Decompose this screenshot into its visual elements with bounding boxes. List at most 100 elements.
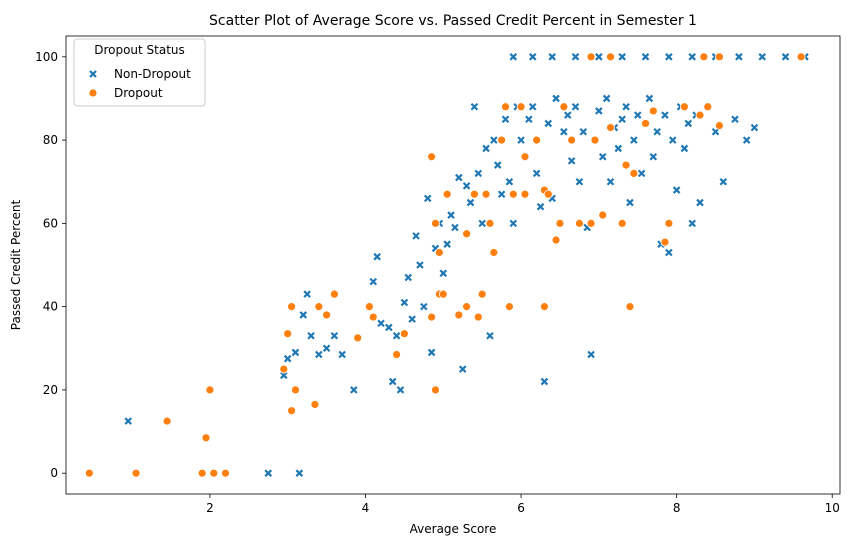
point-non-dropout bbox=[665, 248, 673, 257]
y-tick-label: 0 bbox=[50, 466, 58, 480]
point-non-dropout bbox=[684, 119, 693, 128]
point-non-dropout bbox=[595, 53, 603, 61]
point-dropout bbox=[283, 329, 293, 339]
point-non-dropout bbox=[408, 315, 416, 323]
point-non-dropout bbox=[315, 350, 323, 359]
point-dropout bbox=[520, 189, 530, 199]
point-dropout bbox=[477, 289, 487, 299]
point-dropout bbox=[543, 189, 553, 199]
point-dropout bbox=[399, 329, 409, 339]
point-dropout bbox=[221, 468, 230, 478]
point-non-dropout bbox=[719, 177, 728, 186]
point-dropout bbox=[617, 218, 627, 228]
point-non-dropout bbox=[532, 169, 541, 178]
point-non-dropout bbox=[742, 136, 751, 144]
x-tick-label: 6 bbox=[517, 501, 525, 515]
point-non-dropout bbox=[392, 332, 401, 340]
point-dropout bbox=[586, 218, 596, 228]
point-dropout bbox=[504, 302, 514, 312]
point-dropout bbox=[540, 302, 549, 312]
legend-label-dropout: Dropout bbox=[114, 86, 163, 100]
point-dropout bbox=[197, 468, 207, 478]
point-non-dropout bbox=[400, 298, 409, 307]
point-non-dropout bbox=[750, 123, 759, 132]
point-non-dropout bbox=[540, 377, 549, 386]
point-dropout bbox=[481, 189, 491, 199]
point-non-dropout bbox=[614, 144, 623, 153]
point-non-dropout bbox=[528, 53, 537, 61]
point-non-dropout bbox=[501, 115, 510, 124]
point-non-dropout bbox=[124, 417, 133, 425]
point-dropout bbox=[598, 210, 608, 220]
point-non-dropout bbox=[517, 136, 525, 144]
point-non-dropout bbox=[587, 350, 595, 359]
y-tick-label: 60 bbox=[43, 216, 58, 230]
point-dropout bbox=[84, 468, 94, 478]
point-non-dropout bbox=[598, 152, 607, 161]
point-non-dropout bbox=[373, 252, 381, 261]
point-dropout bbox=[462, 302, 472, 312]
point-dropout bbox=[660, 237, 670, 247]
point-non-dropout bbox=[509, 219, 518, 228]
legend-marker-dropout bbox=[88, 88, 98, 98]
point-non-dropout bbox=[369, 277, 378, 286]
point-dropout bbox=[648, 106, 658, 116]
point-dropout bbox=[508, 189, 518, 199]
point-non-dropout bbox=[307, 332, 315, 340]
point-non-dropout bbox=[668, 136, 677, 144]
point-non-dropout bbox=[423, 194, 432, 203]
point-dropout bbox=[469, 189, 479, 199]
point-dropout bbox=[392, 350, 402, 359]
point-non-dropout bbox=[571, 103, 580, 111]
point-dropout bbox=[590, 135, 600, 145]
point-non-dropout bbox=[482, 144, 490, 153]
x-tick-label: 4 bbox=[362, 501, 370, 515]
point-dropout bbox=[586, 52, 596, 62]
point-dropout bbox=[314, 302, 324, 312]
point-non-dropout bbox=[622, 103, 630, 111]
point-dropout bbox=[680, 102, 689, 112]
point-non-dropout bbox=[470, 103, 479, 111]
point-dropout bbox=[131, 468, 141, 478]
point-dropout bbox=[695, 110, 705, 120]
point-non-dropout bbox=[497, 190, 506, 198]
point-non-dropout bbox=[280, 371, 288, 380]
point-non-dropout bbox=[688, 53, 696, 61]
point-dropout bbox=[551, 235, 561, 245]
point-dropout bbox=[205, 385, 215, 395]
point-non-dropout bbox=[696, 198, 704, 207]
point-dropout bbox=[368, 312, 378, 322]
x-tick-label: 2 bbox=[206, 501, 214, 515]
point-non-dropout bbox=[505, 177, 514, 186]
point-non-dropout bbox=[291, 348, 300, 357]
point-non-dropout bbox=[618, 53, 626, 61]
y-tick-label: 100 bbox=[35, 50, 58, 64]
point-dropout bbox=[310, 400, 320, 409]
point-dropout bbox=[641, 119, 650, 128]
point-non-dropout bbox=[412, 232, 420, 240]
point-non-dropout bbox=[649, 152, 658, 161]
point-non-dropout bbox=[478, 219, 486, 228]
point-non-dropout bbox=[731, 115, 739, 124]
point-dropout bbox=[279, 364, 289, 374]
point-non-dropout bbox=[295, 469, 304, 477]
point-non-dropout bbox=[443, 240, 451, 248]
point-non-dropout bbox=[571, 53, 580, 61]
point-dropout bbox=[606, 52, 615, 62]
point-non-dropout bbox=[264, 469, 273, 477]
point-dropout bbox=[438, 289, 448, 299]
point-non-dropout bbox=[490, 136, 498, 144]
point-non-dropout bbox=[626, 198, 634, 207]
point-non-dropout bbox=[672, 186, 681, 194]
point-non-dropout bbox=[575, 177, 584, 186]
point-non-dropout bbox=[474, 169, 483, 178]
point-non-dropout bbox=[563, 111, 572, 119]
point-non-dropout bbox=[283, 354, 292, 363]
point-dropout bbox=[501, 102, 510, 112]
point-dropout bbox=[473, 312, 483, 322]
point-non-dropout bbox=[525, 115, 533, 124]
point-non-dropout bbox=[602, 94, 611, 103]
point-non-dropout bbox=[637, 169, 646, 178]
point-dropout bbox=[520, 152, 530, 162]
